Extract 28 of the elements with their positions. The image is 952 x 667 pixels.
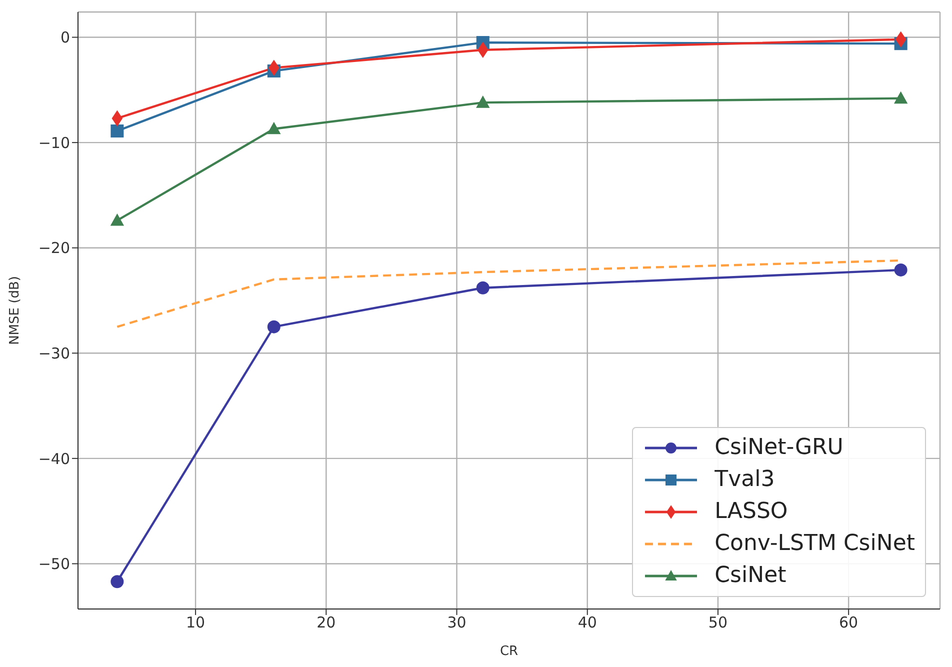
legend-label: CsiNet <box>714 562 786 590</box>
x-tick-label: 10 <box>186 614 206 632</box>
y-tick-label: −40 <box>38 450 70 468</box>
y-tick-label: −10 <box>38 134 70 152</box>
y-tick-label: −50 <box>38 555 70 574</box>
point <box>894 92 908 104</box>
x-tick-label: 20 <box>316 614 336 632</box>
x-tick-label: 50 <box>708 614 728 632</box>
point <box>110 214 124 226</box>
y-tick-label: −30 <box>38 344 70 362</box>
point <box>476 281 490 294</box>
x-tick-label: 40 <box>578 614 597 632</box>
legend-label: Conv-LSTM CsiNet <box>714 530 915 558</box>
legend-label: LASSO <box>714 498 788 526</box>
point <box>267 122 280 134</box>
y-tick-label: 0 <box>60 28 70 47</box>
point <box>894 263 908 276</box>
x-tick-label: 30 <box>447 614 466 632</box>
x-tick-label: 60 <box>839 614 858 632</box>
x-axis-title: CR <box>500 644 518 659</box>
legend-label: CsiNet-GRU <box>714 434 844 462</box>
point <box>267 320 280 334</box>
legend-label: Tval3 <box>714 466 775 494</box>
point <box>476 96 490 108</box>
y-axis-title: NMSE (dB) <box>8 276 23 345</box>
point <box>110 575 124 588</box>
y-tick-label: −20 <box>38 239 70 258</box>
point <box>110 124 124 138</box>
